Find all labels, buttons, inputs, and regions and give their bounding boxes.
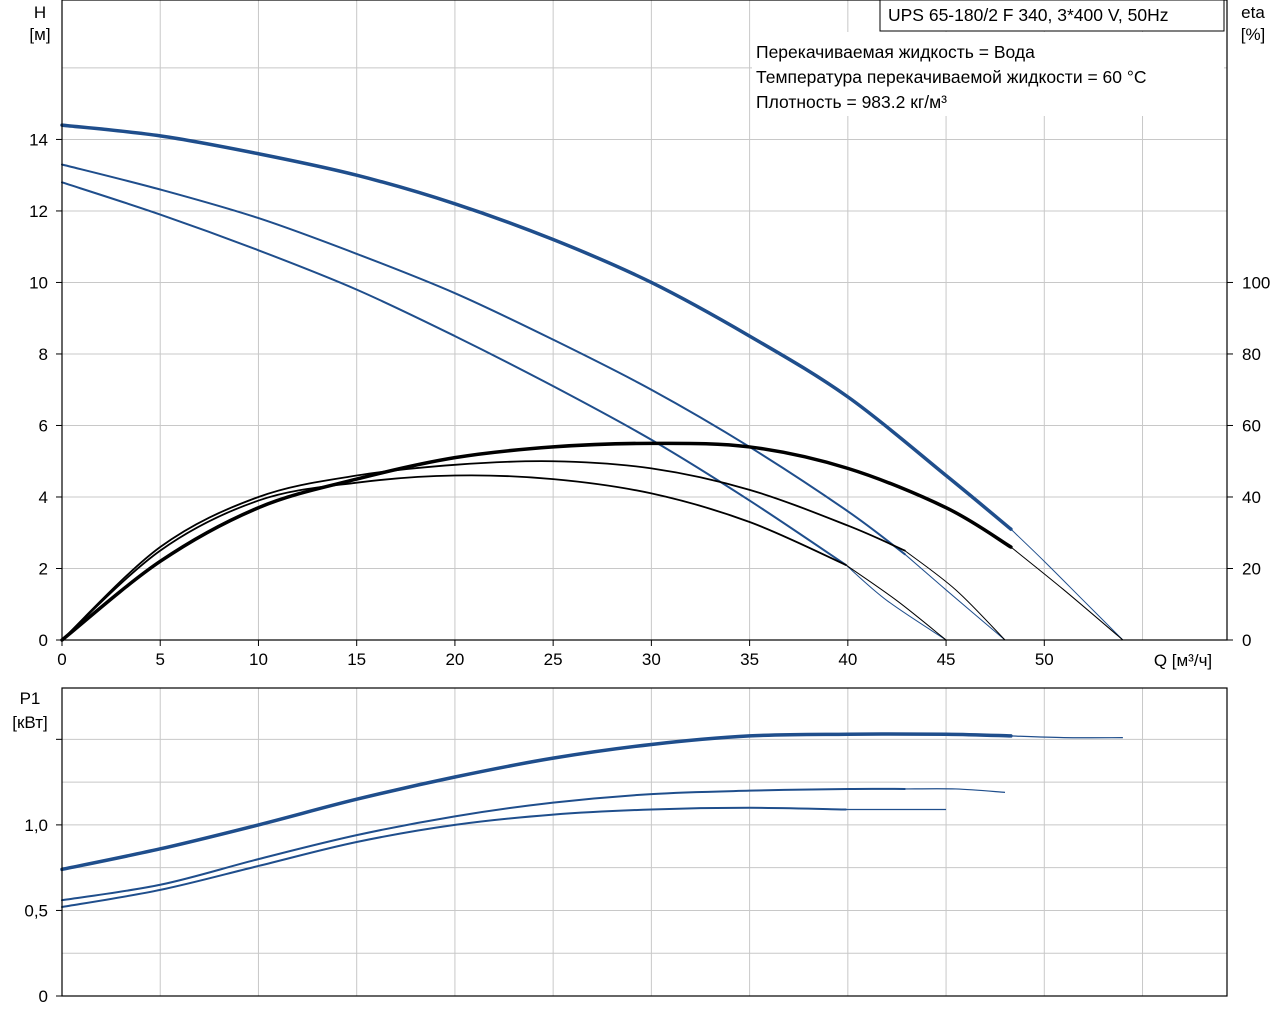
x-tick-label: 20 <box>445 650 464 669</box>
eta-tick-label: 0 <box>1242 631 1251 650</box>
model-title-box <box>879 0 1225 32</box>
info-line-temperature: Температура перекачиваемой жидкости = 60… <box>756 67 1147 87</box>
head-tick-label: 14 <box>29 130 48 149</box>
power-curves <box>60 732 1123 909</box>
x-tick-label: 40 <box>838 650 857 669</box>
power-tick-label: 0,5 <box>24 901 48 920</box>
head-tick-label: 6 <box>39 416 48 435</box>
efficiency-curve-extension <box>845 564 947 641</box>
x-tick-label: 25 <box>544 650 563 669</box>
efficiency-curve-extension <box>1010 546 1124 641</box>
head-tick-label: 10 <box>29 273 48 292</box>
head-tick-label: 8 <box>39 345 48 364</box>
head-curve-extension <box>845 564 947 641</box>
x-tick-label: 5 <box>155 650 164 669</box>
efficiency-curve <box>60 441 1013 642</box>
info-box-bg <box>752 32 1224 116</box>
head-axis-label: H <box>34 3 46 22</box>
eta-tick-label: 80 <box>1242 345 1261 364</box>
power-curve <box>60 732 1013 872</box>
power-axis-label: P1 <box>20 689 41 708</box>
model-title: UPS 65-180/2 F 340, 3*400 V, 50Hz <box>888 5 1169 25</box>
power-curve-extension <box>1010 735 1123 739</box>
eta-tick-label: 20 <box>1242 559 1261 578</box>
eta-axis-unit: [%] <box>1241 25 1266 44</box>
head-curve <box>61 163 906 556</box>
head-tick-label: 4 <box>39 488 48 507</box>
head-curve-extension <box>904 553 1006 641</box>
head-curve <box>61 181 847 566</box>
eta-tick-label: 60 <box>1242 416 1261 435</box>
x-tick-label: 15 <box>347 650 366 669</box>
power-curve <box>61 787 906 902</box>
power-curve <box>61 806 847 909</box>
head-tick-label: 12 <box>29 202 48 221</box>
power-axis-unit: [кВт] <box>12 713 47 732</box>
power-tick-label: 0 <box>39 987 48 1006</box>
head-tick-label: 0 <box>39 631 48 650</box>
efficiency-curve-extension <box>904 550 1006 641</box>
x-tick-label: 45 <box>937 650 956 669</box>
head-curve-extension <box>1010 528 1124 641</box>
x-tick-label: 0 <box>57 650 66 669</box>
power-grid <box>62 688 1227 996</box>
info-line-liquid: Перекачиваемая жидкость = Вода <box>756 42 1035 62</box>
head-efficiency-curves <box>60 123 1124 642</box>
efficiency-curve <box>61 460 906 641</box>
head-tick-label: 2 <box>39 559 48 578</box>
flow-axis-label: Q [м³/ч] <box>1154 651 1212 670</box>
efficiency-curve <box>61 474 847 641</box>
x-tick-label: 35 <box>740 650 759 669</box>
x-tick-label: 10 <box>249 650 268 669</box>
eta-axis-label: eta <box>1241 3 1265 22</box>
head-plot-frame <box>61 0 1228 641</box>
x-tick-label: 30 <box>642 650 661 669</box>
head-curve <box>60 123 1013 531</box>
eta-tick-label: 100 <box>1242 273 1270 292</box>
power-plot-frame <box>61 687 1228 997</box>
eta-tick-label: 40 <box>1242 488 1261 507</box>
x-tick-label: 50 <box>1035 650 1054 669</box>
axis-ticks: 0 5 10 15 20 25 30 35 40 45 50 0 2 4 6 8 10 12 14 0 20 40 60 80… <box>24 130 1270 1006</box>
info-line-density: Плотность = 983.2 кг/м³ <box>756 92 947 112</box>
power-curve-extension <box>904 788 1006 793</box>
head-axis-unit: [м] <box>29 25 50 44</box>
power-tick-label: 1,0 <box>24 816 48 835</box>
